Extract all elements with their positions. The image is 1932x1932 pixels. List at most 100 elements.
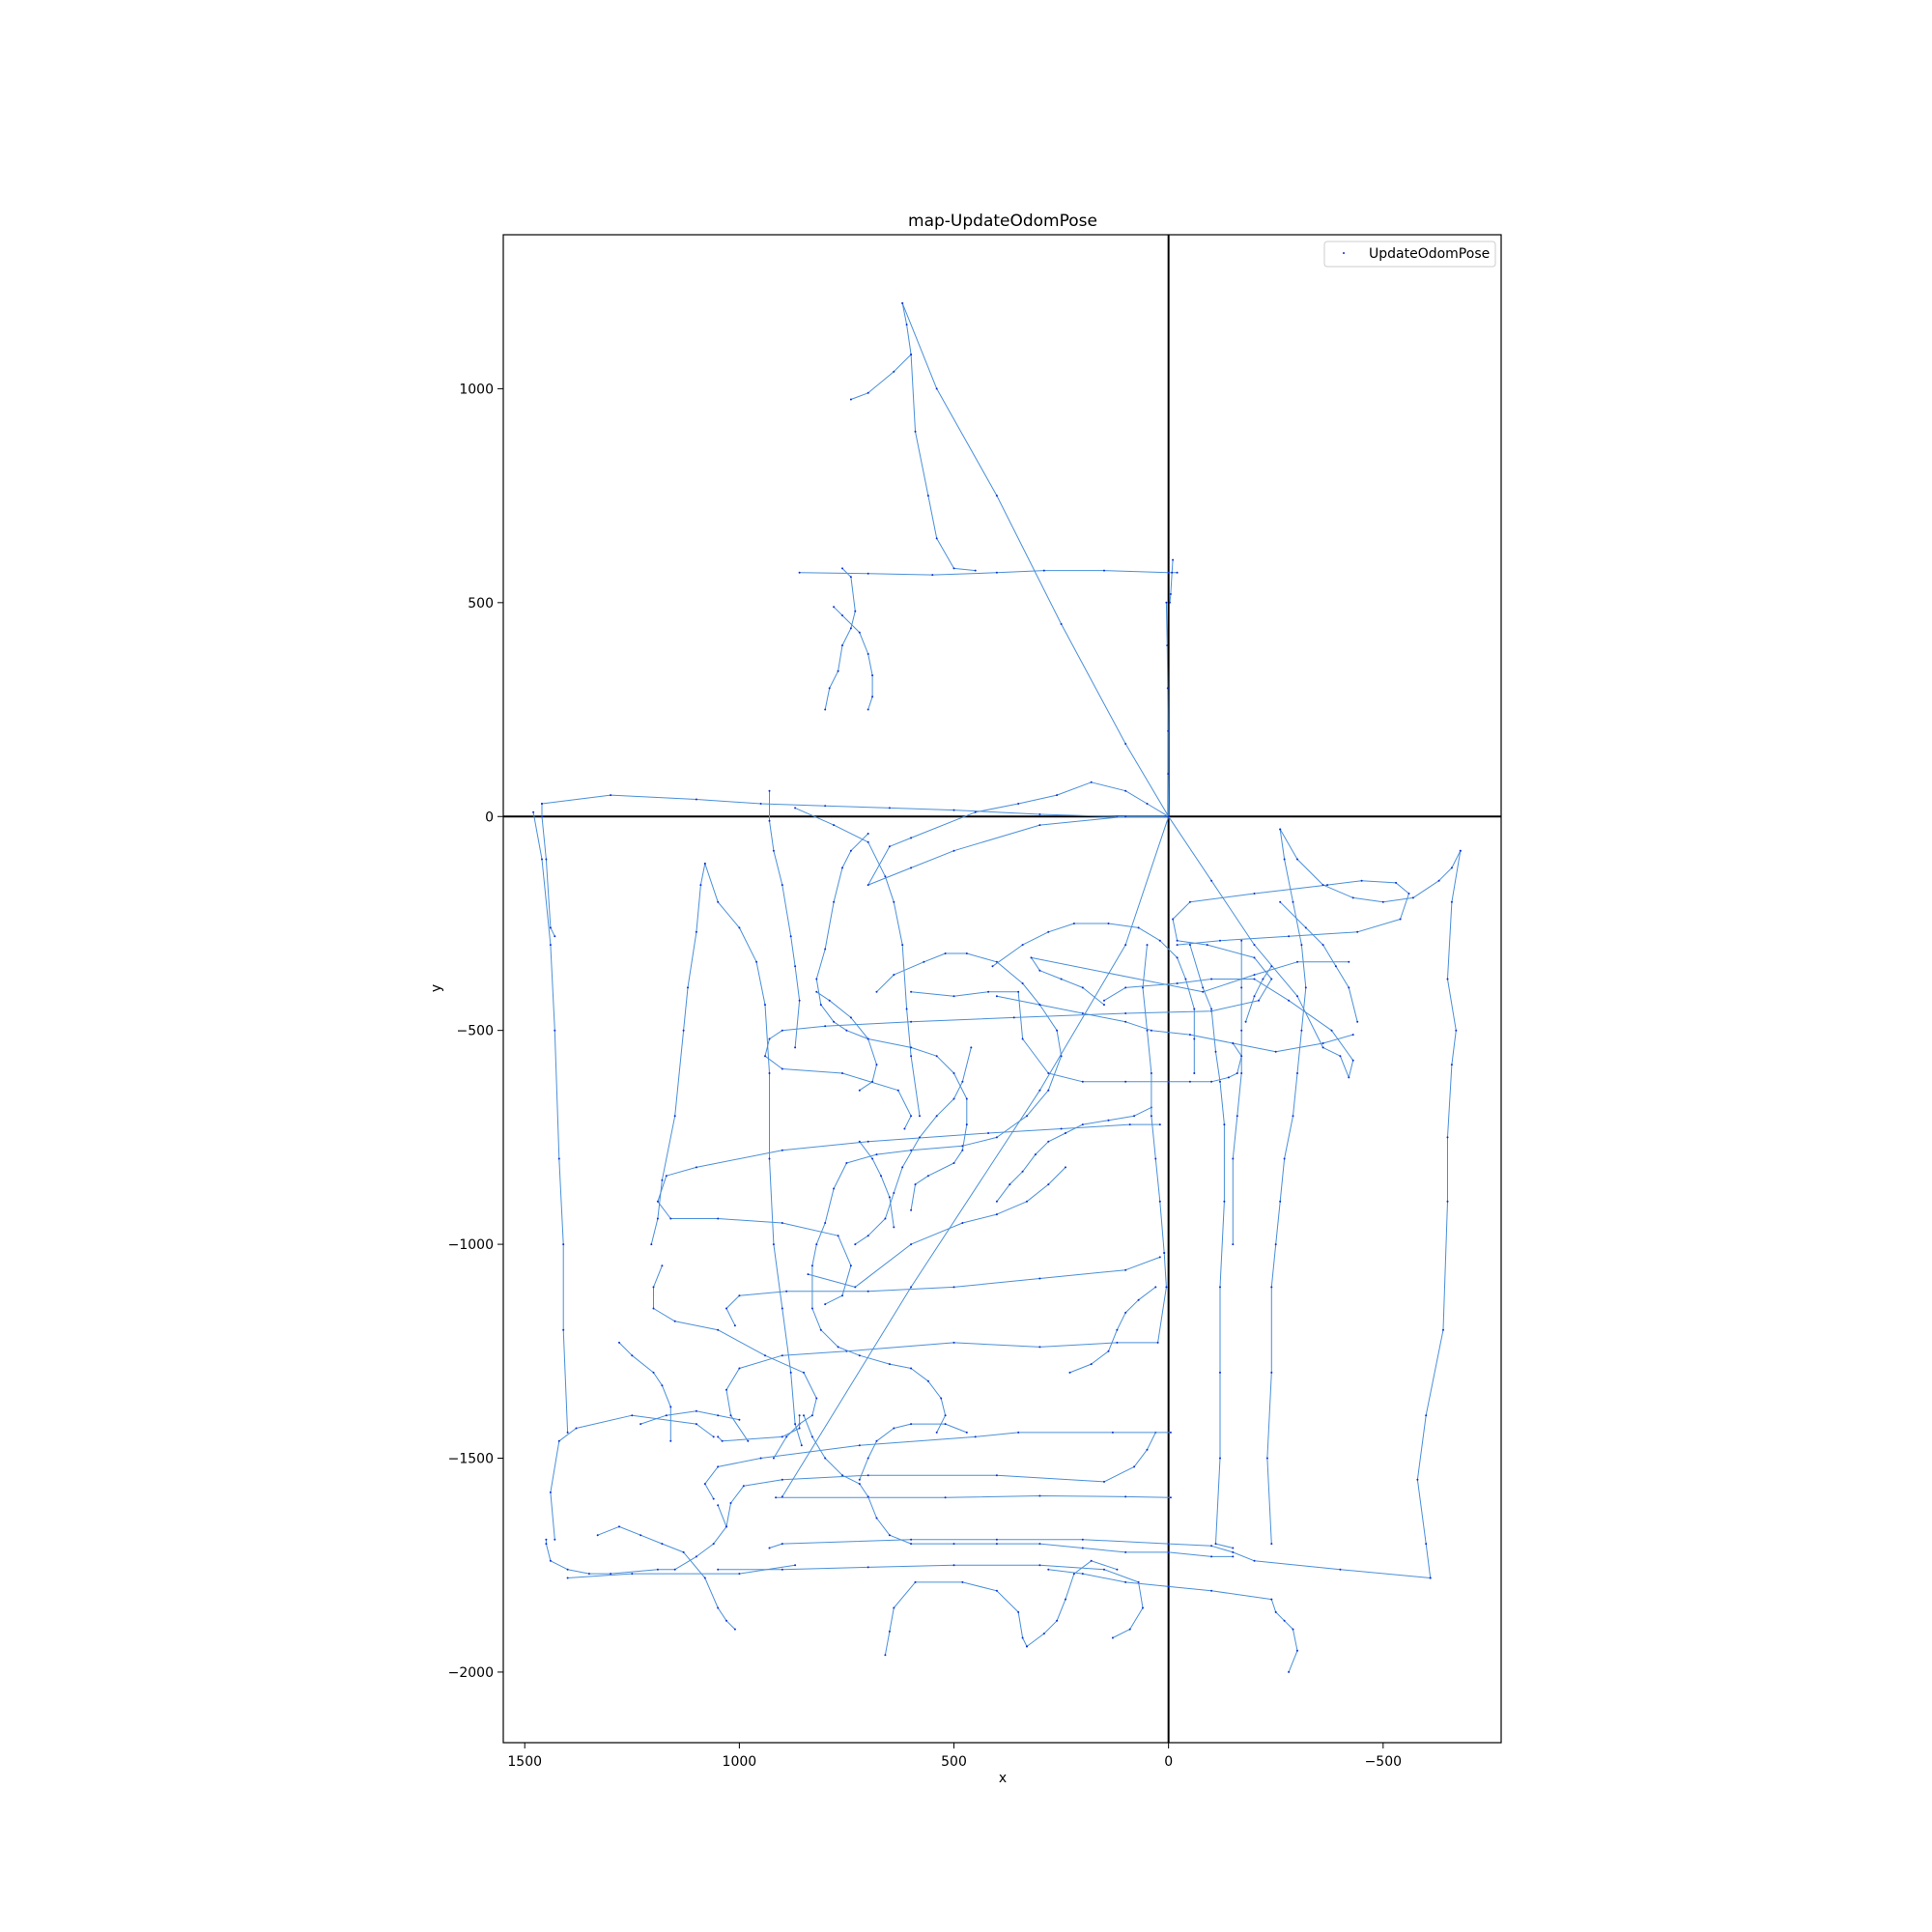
trajectory-point xyxy=(1253,974,1256,977)
trajectory-point xyxy=(618,1341,620,1344)
trajectory-point xyxy=(1188,1080,1191,1083)
trajectory-point xyxy=(1288,999,1291,1002)
trajectory-point xyxy=(810,1435,813,1438)
trajectory-point xyxy=(794,1423,797,1426)
trajectory-point xyxy=(1167,1543,1170,1546)
trajectory-point xyxy=(661,1179,664,1181)
trajectory-point xyxy=(575,1427,578,1430)
trajectory-point xyxy=(919,1136,921,1139)
trajectory-point xyxy=(772,849,775,852)
trajectory-point xyxy=(1047,930,1050,933)
trajectory-segment xyxy=(545,1505,727,1575)
trajectory-point xyxy=(1351,1059,1354,1062)
trajectory-point xyxy=(682,1029,685,1032)
trajectory-point xyxy=(888,1363,891,1366)
trajectory-point xyxy=(867,391,869,394)
trajectory-point xyxy=(1206,944,1208,947)
trajectory-point xyxy=(833,900,836,903)
trajectory-point xyxy=(566,1577,569,1579)
trajectory-point xyxy=(995,1213,998,1216)
chart-title: map-UpdateOdomPose xyxy=(908,212,1097,231)
trajectory-point xyxy=(926,1175,929,1178)
trajectory-point xyxy=(1065,1132,1066,1134)
trajectory-point xyxy=(1339,1568,1342,1571)
trajectory-point xyxy=(1124,1580,1127,1583)
trajectory-point xyxy=(1214,1050,1217,1053)
trajectory-point xyxy=(910,1020,913,1023)
trajectory-point xyxy=(800,1444,803,1447)
trajectory-point xyxy=(1038,1004,1041,1007)
trajectory-point xyxy=(961,1080,964,1083)
trajectory-point xyxy=(905,1008,908,1010)
trajectory-point xyxy=(1253,944,1256,947)
trajectory-point xyxy=(803,1371,805,1374)
trajectory-point xyxy=(1009,1183,1011,1186)
trajectory-point xyxy=(1012,1016,1015,1019)
trajectory-point xyxy=(1240,1072,1243,1074)
trajectory-point xyxy=(1111,1636,1114,1639)
trajectory-point xyxy=(849,576,852,579)
trajectory-segment xyxy=(764,880,1409,1129)
trajectory-point xyxy=(1253,978,1256,980)
trajectory-point xyxy=(1360,879,1363,882)
trajectory-point xyxy=(815,1397,818,1400)
trajectory-point xyxy=(1351,1034,1354,1037)
trajectory-point xyxy=(772,1457,775,1460)
trajectory-point xyxy=(1232,1555,1235,1558)
trajectory-point xyxy=(824,1303,827,1306)
trajectory-point xyxy=(1116,1341,1119,1344)
trajectory-point xyxy=(991,965,994,968)
trajectory-point xyxy=(1188,944,1191,947)
trajectory-point xyxy=(541,803,543,805)
trajectory-point xyxy=(1081,1123,1084,1126)
trajectory-point xyxy=(1227,1076,1230,1079)
trajectory-point xyxy=(952,995,955,998)
trajectory-point xyxy=(1236,1072,1238,1074)
y-tick-label: −1500 xyxy=(448,1452,494,1467)
trajectory-point xyxy=(717,1217,720,1220)
trajectory-point xyxy=(1030,956,1033,959)
trajectory-point xyxy=(1459,849,1462,852)
trajectory-point xyxy=(717,1606,720,1609)
trajectory-point xyxy=(910,1243,913,1246)
trajectory-point xyxy=(961,1149,964,1151)
trajectory-point xyxy=(1167,815,1170,818)
trajectory-point xyxy=(717,1414,720,1417)
trajectory-point xyxy=(1169,593,1172,595)
trajectory-point xyxy=(1176,939,1179,942)
legend-label: UpdateOdomPose xyxy=(1369,246,1490,262)
trajectory-point xyxy=(807,1273,810,1276)
trajectory-point xyxy=(738,1294,741,1297)
trajectory-point xyxy=(871,674,874,677)
trajectory-point xyxy=(661,1543,664,1546)
trajectory-point xyxy=(661,1384,664,1387)
trajectory-point xyxy=(695,1166,697,1169)
trajectory-point xyxy=(884,875,887,878)
trajectory-point xyxy=(1038,1346,1041,1349)
trajectory-point xyxy=(1292,900,1294,903)
trajectory-point xyxy=(1223,1200,1226,1203)
trajectory-point xyxy=(1111,1431,1114,1434)
trajectory-point xyxy=(867,1037,869,1040)
trajectory-point xyxy=(1124,1495,1127,1498)
trajectory-point xyxy=(858,1089,861,1092)
trajectory-point xyxy=(952,809,955,811)
trajectory-point xyxy=(1116,1328,1119,1331)
trajectory-point xyxy=(1038,824,1041,827)
trajectory-point xyxy=(803,1414,805,1417)
trajectory-point xyxy=(669,1217,672,1220)
trajectory-point xyxy=(858,1140,861,1143)
legend-marker xyxy=(1343,252,1345,254)
trajectory-point xyxy=(794,1046,797,1049)
trajectory-point xyxy=(1017,990,1020,993)
trajectory-point xyxy=(841,867,843,869)
trajectory-point xyxy=(725,1307,727,1310)
trajectory-point xyxy=(824,805,827,808)
trajectory-point xyxy=(1348,1076,1350,1079)
trajectory-point xyxy=(1321,1046,1324,1049)
trajectory-point xyxy=(794,965,797,968)
trajectory-point xyxy=(952,567,955,570)
trajectory-point xyxy=(893,1606,895,1609)
y-tick-label: 500 xyxy=(468,596,494,611)
